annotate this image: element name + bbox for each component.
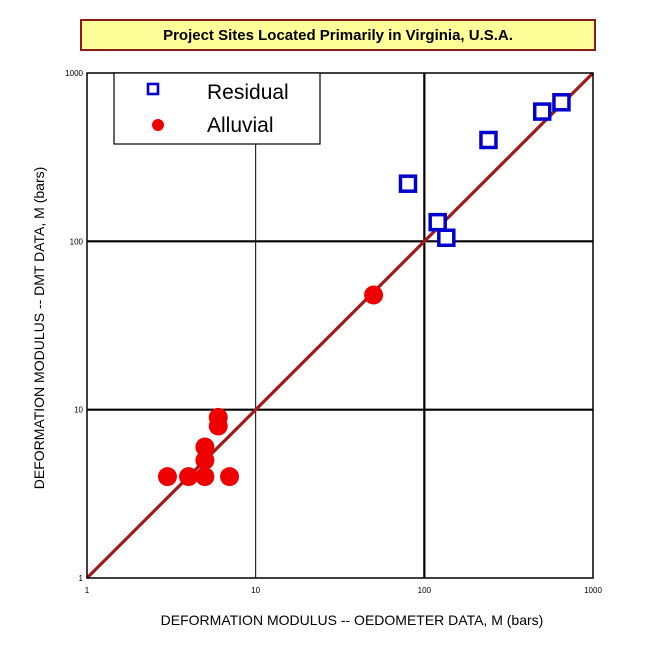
x-tick-label: 1 — [85, 586, 90, 595]
y-tick-label: 100 — [70, 237, 84, 246]
point-residual — [532, 102, 552, 121]
point-alluvial — [208, 407, 228, 427]
x-axis-label: DEFORMATION MODULUS -- OEDOMETER DATA, M… — [161, 612, 544, 628]
legend: Residual Alluvial — [113, 72, 321, 145]
x-tick-label: 10 — [251, 586, 260, 595]
legend-label-residual: Residual — [207, 81, 289, 104]
point-alluvial — [157, 467, 177, 487]
legend-label-alluvial: Alluvial — [207, 114, 274, 137]
point-alluvial — [364, 285, 384, 305]
y-tick-label: 1 — [79, 574, 84, 583]
point-alluvial — [195, 437, 215, 457]
plot-frame — [86, 72, 594, 579]
point-alluvial — [195, 450, 215, 470]
point-alluvial — [179, 467, 199, 487]
tick-labels: 1 10 100 1000 1 10 100 1000 — [65, 69, 602, 595]
chart-title: Project Sites Located Primarily in Virgi… — [80, 19, 596, 51]
legend-marker-alluvial — [152, 119, 164, 131]
data-points — [157, 93, 571, 487]
one-to-one-reference-line — [85, 71, 595, 580]
point-alluvial — [195, 467, 215, 487]
x-tick-label: 1000 — [584, 586, 602, 595]
point-alluvial — [220, 467, 240, 487]
point-residual — [428, 212, 447, 232]
legend-marker-residual — [146, 82, 160, 96]
point-residual — [552, 93, 571, 112]
point-residual — [437, 228, 456, 248]
y-tick-label: 1000 — [65, 69, 83, 78]
point-residual — [398, 174, 418, 193]
x-tick-label: 100 — [418, 586, 432, 595]
y-tick-label: 10 — [74, 406, 83, 415]
grid — [87, 73, 593, 578]
y-axis-label: DEFORMATION MODULUS -- DMT DATA, M (bars… — [31, 167, 47, 490]
point-residual — [479, 130, 498, 150]
